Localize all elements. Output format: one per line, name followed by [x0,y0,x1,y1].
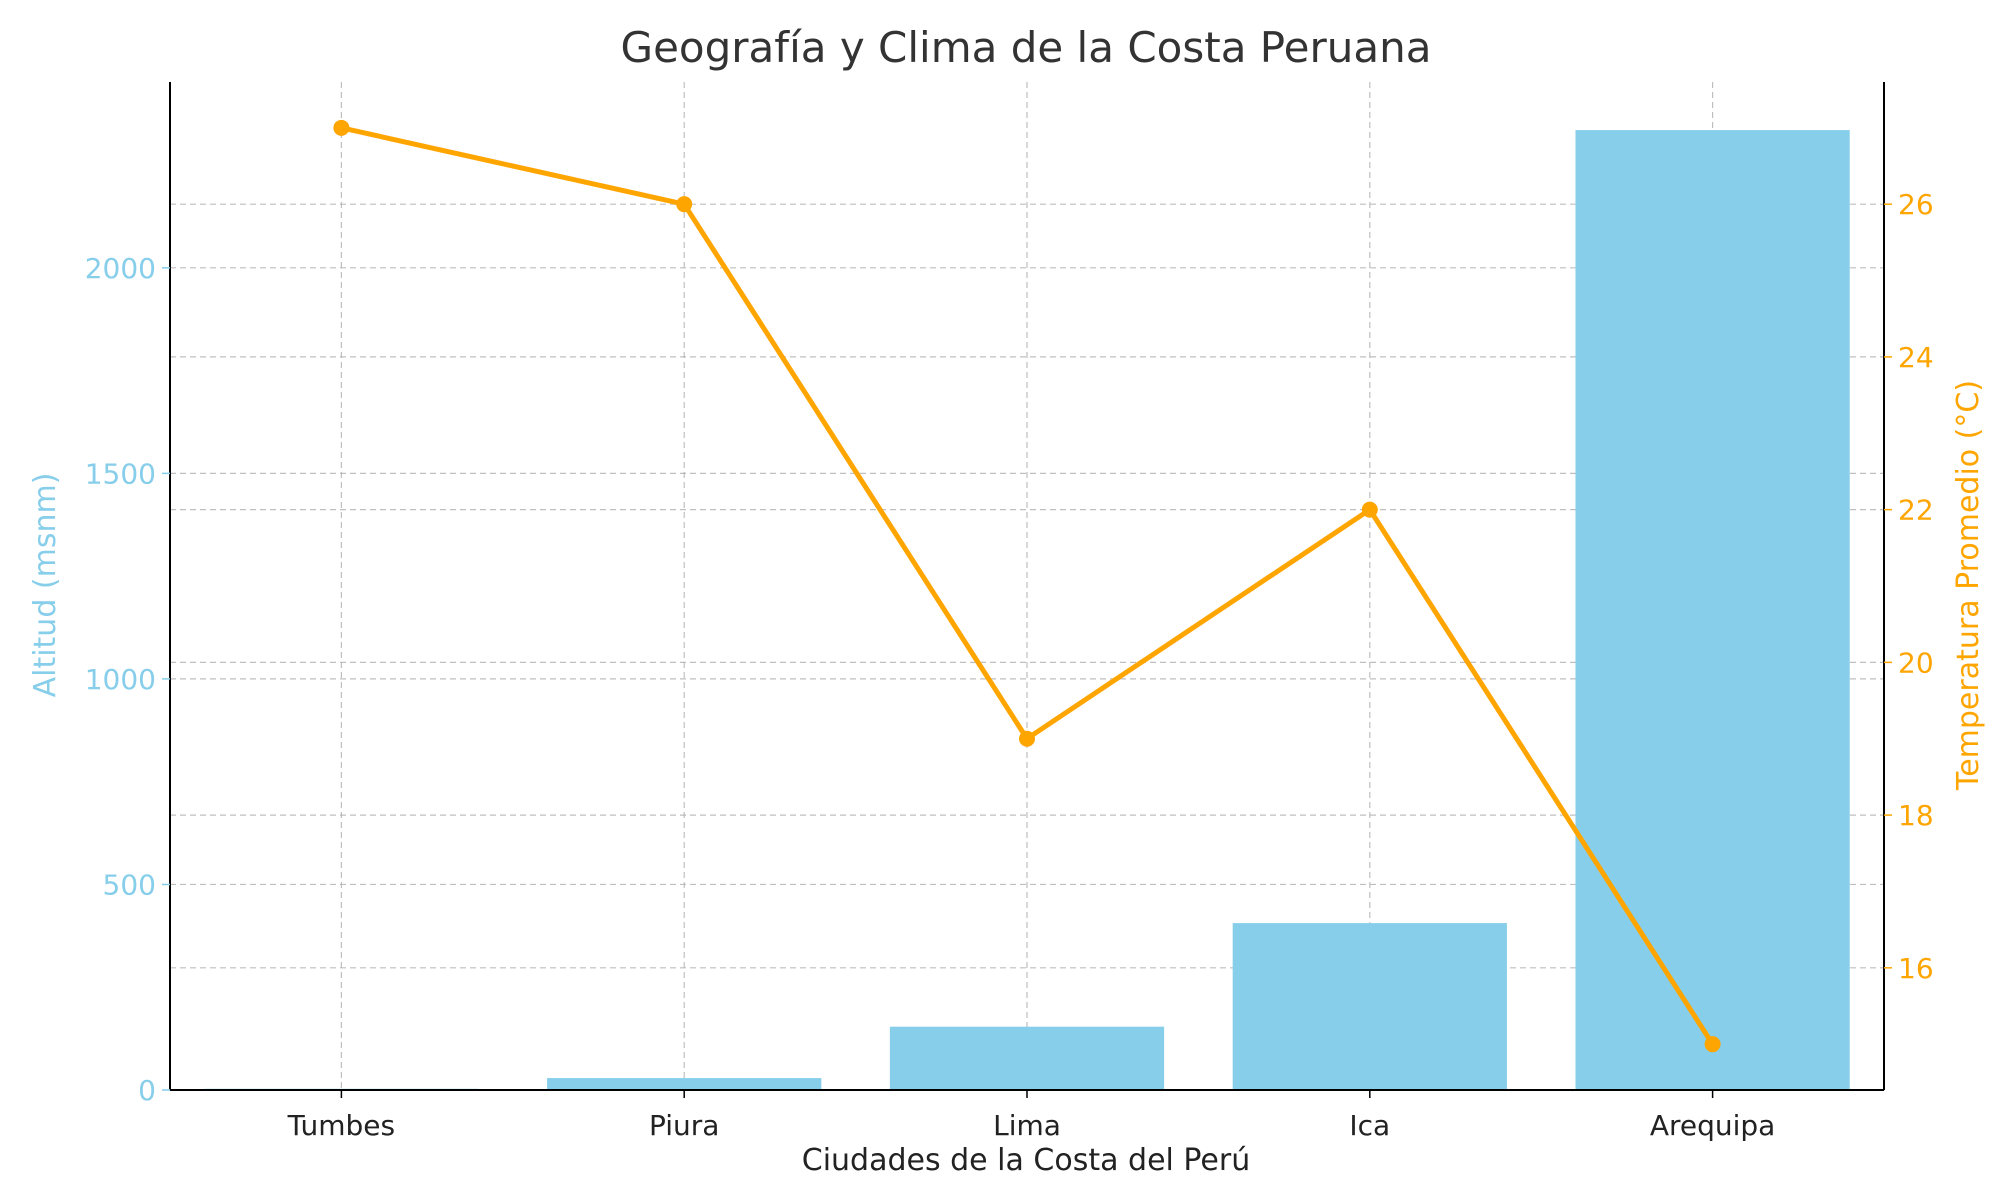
left-y-tick-label: 1500 [85,457,156,490]
temperature-point-lima [1019,730,1035,747]
axes [162,82,1892,1098]
bar-series [204,130,1850,1090]
left-y-axis-title: Altitud (msnm) [28,473,63,698]
x-tick-label: Lima [993,1109,1061,1142]
right-y-tick-label: 26 [1898,188,1934,221]
bar-ica [1232,923,1507,1090]
temperature-point-piura [676,196,693,213]
tick-labels: Tumbes Piura Lima Ica Arequipa 0 500 1000 1500 20… [85,188,1934,1142]
temperature-point-arequipa [1704,1036,1721,1053]
left-y-tick-label: 2000 [85,252,156,285]
right-y-tick-label: 22 [1898,494,1934,527]
bar-lima [889,1026,1165,1090]
x-tick-label: Tumbes [287,1109,395,1142]
temperature-point-ica [1361,501,1378,518]
line-series [333,119,1721,1053]
right-y-tick-label: 20 [1898,646,1934,679]
left-y-tick-label: 0 [138,1074,156,1107]
chart-title: Geografía y Clima de la Costa Peruana [621,23,1432,72]
x-axis-title: Ciudades de la Costa del Perú [802,1143,1251,1178]
bar-arequipa [1575,130,1850,1090]
right-y-tick-label: 16 [1898,952,1934,985]
temperature-point-tumbes [333,119,350,136]
x-tick-label: Piura [649,1109,719,1142]
x-tick-label: Ica [1349,1109,1390,1142]
right-y-tick-label: 18 [1898,799,1934,832]
right-y-axis-title: Temperatura Promedio (°C) [1951,380,1986,791]
bar-piura [547,1078,822,1090]
right-y-tick-label: 24 [1898,341,1934,374]
x-tick-label: Arequipa [1650,1109,1776,1142]
left-y-tick-label: 500 [103,868,156,901]
left-y-tick-label: 1000 [85,663,156,696]
